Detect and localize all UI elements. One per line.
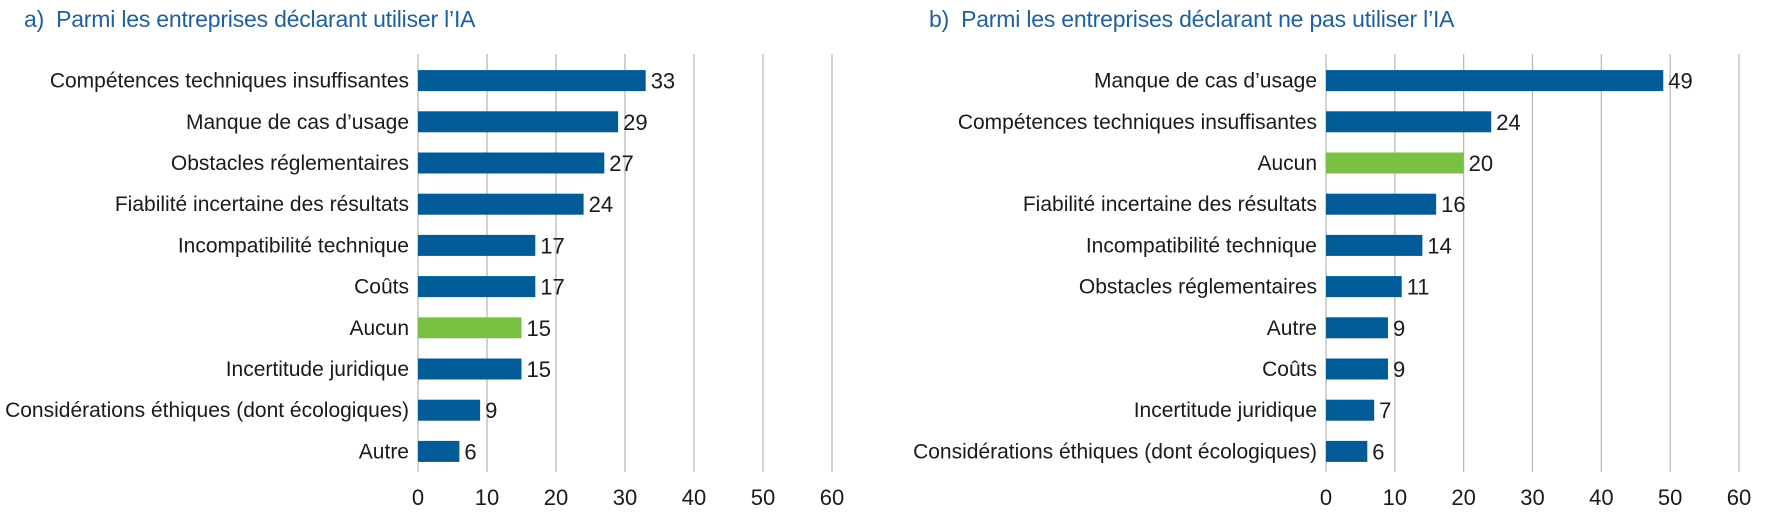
value-label: 14 [1427, 233, 1451, 258]
x-tick-label: 50 [1658, 485, 1682, 510]
value-label: 9 [1393, 316, 1405, 341]
bar [1326, 317, 1388, 339]
category-label: Compétences techniques insuffisantes [958, 111, 1317, 134]
bar [418, 111, 619, 133]
bar [418, 193, 584, 215]
value-label: 29 [623, 110, 647, 135]
bar [1326, 358, 1388, 380]
category-label: Incertitude juridique [226, 358, 409, 381]
bar [418, 70, 646, 92]
chart-panel-b: b) Parmi les entreprises déclarant ne pas… [905, 0, 1777, 526]
panel-title-text-b: Parmi les entreprises déclarant ne pas u… [961, 6, 1455, 32]
panel-title-text-a: Parmi les entreprises déclarant utiliser… [56, 6, 476, 32]
value-label: 24 [589, 192, 613, 217]
category-label: Incompatibilité technique [178, 234, 409, 257]
category-label: Compétences techniques insuffisantes [50, 70, 409, 93]
value-label: 9 [485, 398, 497, 423]
value-label: 33 [651, 69, 675, 94]
panel-letter-b: b) [929, 6, 950, 32]
value-label: 11 [1407, 275, 1430, 300]
chart-panel-a: a) Parmi les entreprises déclarant utilis… [0, 0, 880, 526]
value-label: 20 [1469, 151, 1493, 176]
bar [418, 276, 536, 298]
x-tick-label: 60 [1727, 485, 1751, 510]
value-label: 7 [1379, 398, 1391, 423]
category-label: Fiabilité incertaine des résultats [115, 193, 409, 216]
x-tick-label: 10 [475, 485, 499, 510]
category-label: Incompatibilité technique [1086, 234, 1317, 257]
category-label: Fiabilité incertaine des résultats [1023, 193, 1317, 216]
x-tick-label: 30 [1520, 485, 1544, 510]
x-tick-label: 10 [1383, 485, 1407, 510]
category-label: Manque de cas d’usage [1094, 70, 1317, 93]
x-tick-label: 20 [1451, 485, 1475, 510]
x-tick-label: 40 [1589, 485, 1613, 510]
bar [418, 440, 460, 462]
bar [1326, 440, 1368, 462]
category-label: Obstacles réglementaires [1079, 276, 1317, 299]
x-tick-label: 20 [544, 485, 568, 510]
bar [1326, 70, 1664, 92]
category-label: Autre [1267, 317, 1317, 340]
x-tick-label: 30 [613, 485, 637, 510]
category-label: Considérations éthiques (dont écologique… [913, 440, 1317, 463]
category-label: Coûts [1262, 358, 1317, 381]
value-label: 49 [1668, 69, 1692, 94]
category-label: Coûts [354, 276, 409, 299]
panel-letter-a: a) [24, 6, 45, 32]
bar [1326, 111, 1492, 133]
value-label: 17 [540, 233, 564, 258]
category-label: Considérations éthiques (dont écologique… [5, 399, 409, 422]
value-label: 16 [1441, 192, 1465, 217]
bar [1326, 234, 1423, 256]
category-label: Aucun [349, 317, 409, 340]
bar [1326, 152, 1464, 174]
bar [418, 152, 605, 174]
value-label: 27 [609, 151, 633, 176]
category-label: Obstacles réglementaires [171, 152, 409, 175]
chart-title-b: b) Parmi les entreprises déclarant ne pas… [929, 6, 1455, 33]
x-tick-label: 40 [682, 485, 706, 510]
bar [418, 234, 536, 256]
value-label: 17 [540, 275, 564, 300]
bar-chart-b: 0 10 20 30 40 50 60 Manque de cas d’usage 49 Comp… [913, 54, 1751, 510]
value-label: 6 [1372, 439, 1384, 464]
value-label: 24 [1496, 110, 1520, 135]
value-label: 15 [527, 316, 551, 341]
bar [418, 358, 522, 380]
value-label: 9 [1393, 357, 1405, 382]
bar [1326, 276, 1402, 298]
category-label: Manque de cas d’usage [186, 111, 409, 134]
category-label: Incertitude juridique [1134, 399, 1317, 422]
value-label: 15 [527, 357, 551, 382]
bar [1326, 193, 1437, 215]
bar [1326, 399, 1375, 421]
category-label: Aucun [1257, 152, 1317, 175]
chart-title-a: a) Parmi les entreprises déclarant utilis… [24, 6, 475, 33]
category-label: Autre [359, 440, 409, 463]
x-tick-label: 50 [751, 485, 775, 510]
bar [418, 399, 481, 421]
x-tick-label: 0 [412, 485, 424, 510]
bar [418, 317, 522, 339]
x-tick-label: 60 [820, 485, 844, 510]
value-label: 6 [464, 439, 476, 464]
x-tick-label: 0 [1320, 485, 1332, 510]
bar-chart-a: 0 10 20 30 40 50 60 Compétences techniques insu… [5, 54, 844, 510]
